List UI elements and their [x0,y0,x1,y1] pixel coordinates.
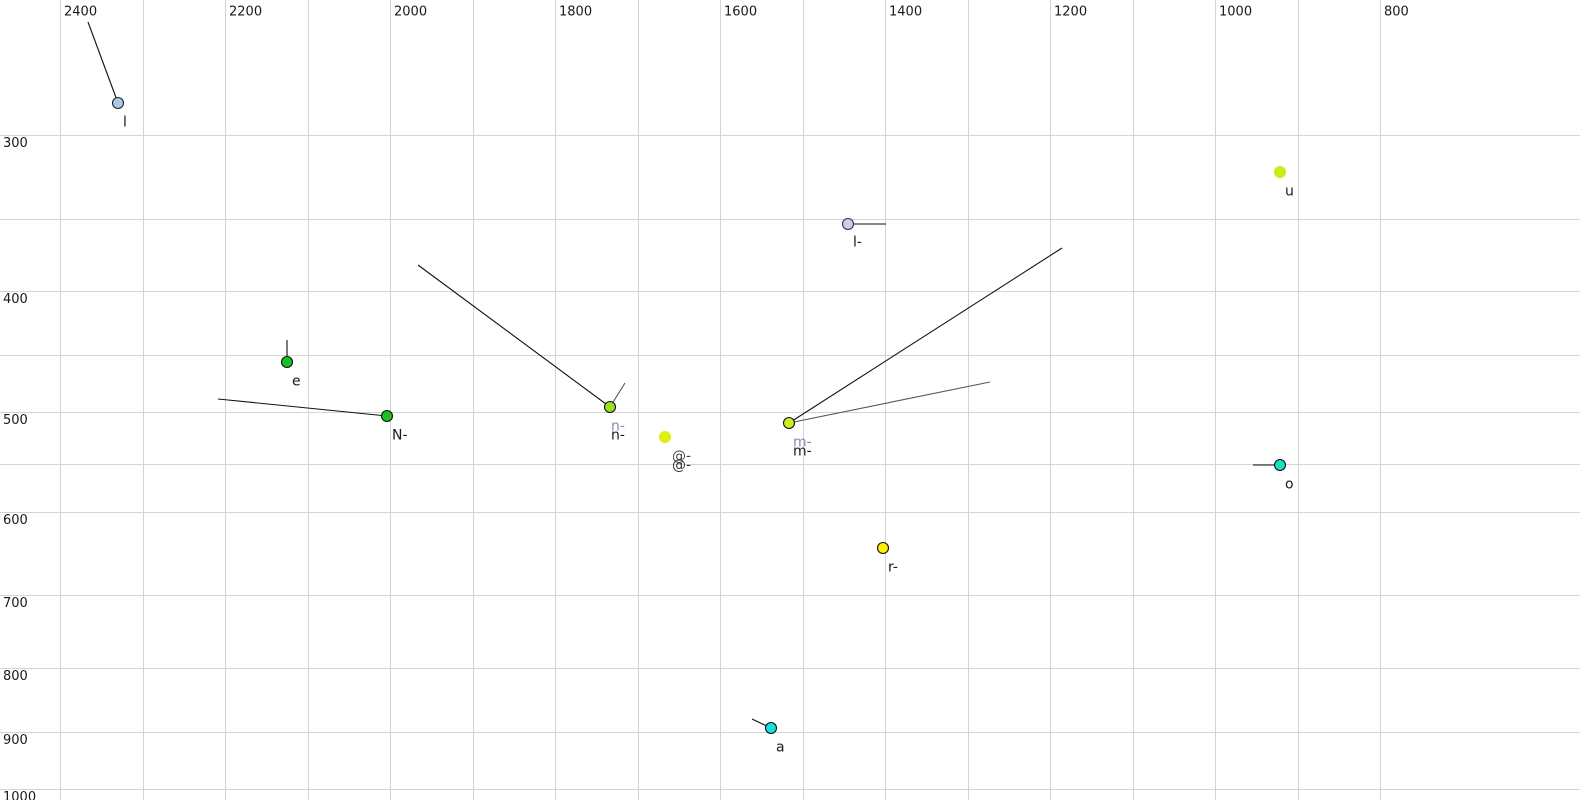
data-point-label: e [292,374,301,390]
y-tick-label: 500 [3,413,28,428]
line-l [87,21,119,104]
x-tick-label: 1600 [724,5,757,20]
y-axis-tick-labels: 300 400 500 600 700 800 900 1000 [3,136,36,800]
data-point-label: r- [888,560,898,576]
data-point-label: o [1285,477,1294,493]
vertical-gridlines [60,0,1381,800]
point-labels-group: l u l-e N-n-n- @-@- m-m-o r-a [123,115,1294,756]
data-point-label: @- [672,458,691,474]
x-tick-label: 1400 [889,5,922,20]
data-point-marker[interactable] [1273,165,1287,179]
data-point-label: n- [611,428,625,444]
y-tick-label: 900 [3,733,28,748]
y-tick-label: 700 [3,596,28,611]
y-tick-label: 400 [3,292,28,307]
data-point-marker[interactable] [658,430,672,444]
x-tick-label: 2200 [229,5,262,20]
data-point-label: @- [672,449,691,465]
data-point-label: l- [853,235,862,251]
data-point-label: a [776,740,785,756]
y-tick-label: 600 [3,513,28,528]
x-tick-label: 2000 [394,5,427,20]
line-n-main [417,264,611,408]
data-point-label: n- [611,419,625,435]
y-tick-label: 800 [3,669,28,684]
y-tick-label: 300 [3,136,28,151]
data-point-marker[interactable] [841,217,855,231]
data-point-marker[interactable] [111,96,125,110]
x-tick-label: 1200 [1054,5,1087,20]
horizontal-gridlines [0,135,1580,790]
x-axis-tick-labels: 2400 2200 2000 1800 1600 1400 1200 1000 800 [64,5,1409,20]
connector-lines-group [87,21,1280,729]
data-point-marker[interactable] [280,355,294,369]
x-tick-label: 1000 [1219,5,1252,20]
x-tick-label: 2400 [64,5,97,20]
line-m-upper [788,247,1063,424]
data-point-marker[interactable] [876,541,890,555]
data-point-label: m- [793,435,812,451]
line-m-lower [788,381,991,424]
data-point-label: l [123,115,127,131]
x-tick-label: 800 [1384,5,1409,20]
data-point-label: u [1285,184,1294,200]
point-markers-group [111,96,1287,735]
line-N [217,398,388,417]
y-tick-label: 1000 [3,790,36,800]
data-point-marker[interactable] [603,400,617,414]
data-point-marker[interactable] [782,416,796,430]
data-point-label: m- [793,444,812,460]
data-point-label: N- [392,428,408,444]
data-point-marker[interactable] [380,409,394,423]
data-point-marker[interactable] [1273,458,1287,472]
x-tick-label: 1800 [559,5,592,20]
data-point-marker[interactable] [764,721,778,735]
